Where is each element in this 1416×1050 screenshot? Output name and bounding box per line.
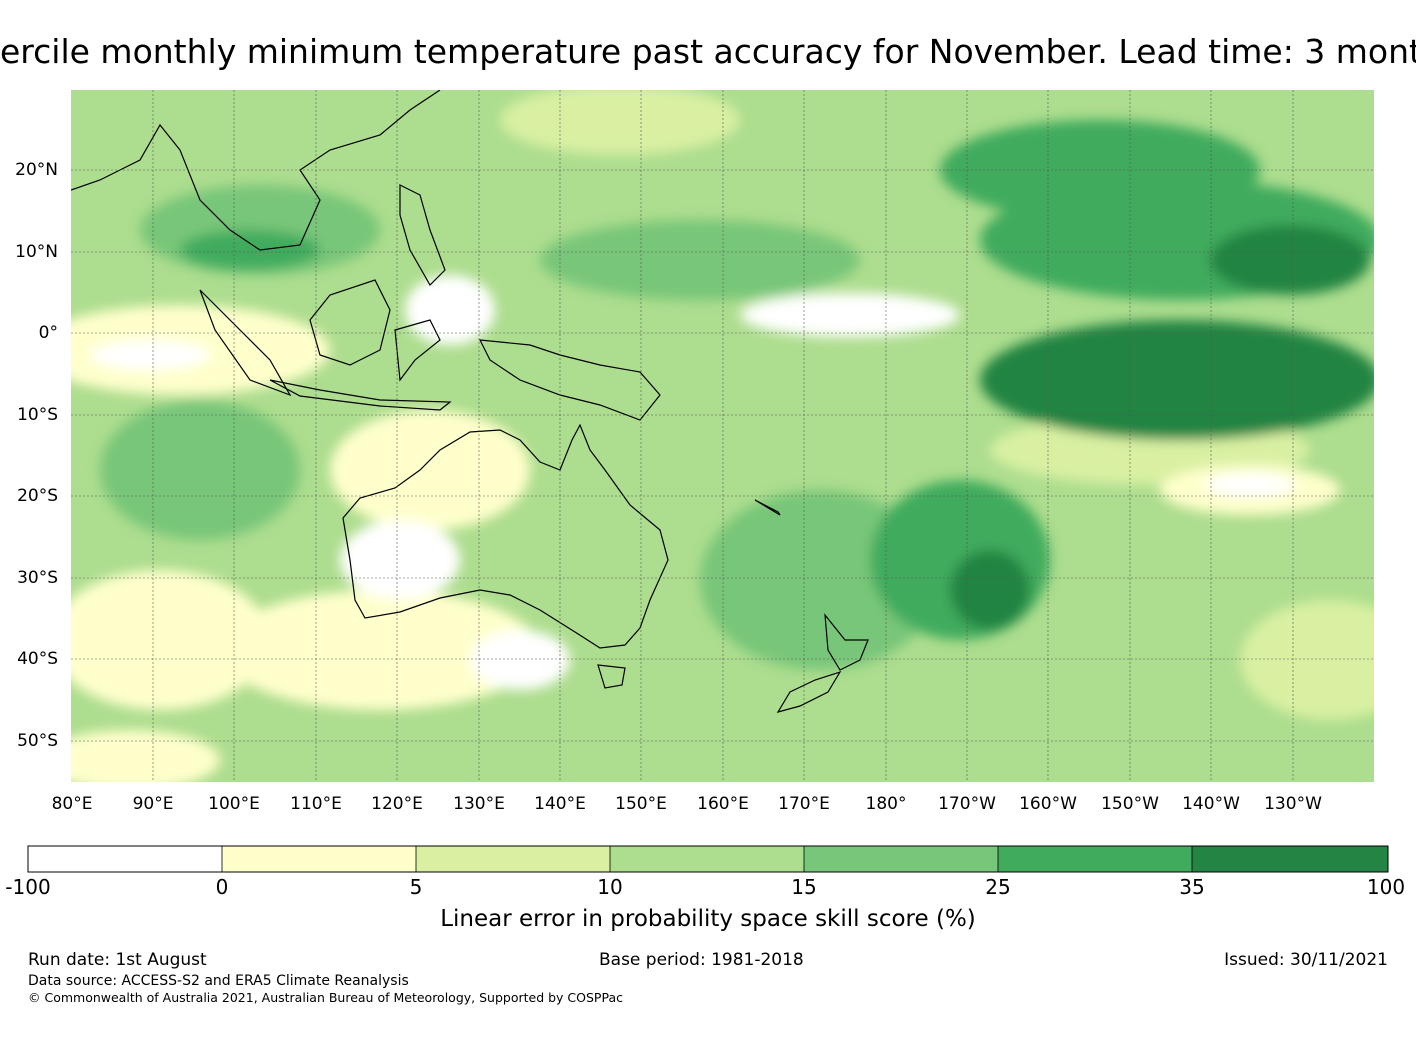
colorbar-tick-25: 25 bbox=[985, 875, 1011, 899]
java-coast bbox=[269, 379, 452, 411]
sumatra-coast bbox=[199, 289, 292, 397]
tasmania-coast bbox=[597, 664, 626, 689]
lon-label-150e: 150°E bbox=[615, 794, 667, 814]
colorbar-tick-10: 10 bbox=[597, 875, 623, 899]
lon-label-160w: 160°W bbox=[1019, 794, 1077, 814]
colorbar-bin-6 bbox=[998, 846, 1192, 872]
data-source: Data source: ACCESS-S2 and ERA5 Climate … bbox=[28, 973, 409, 989]
colorbar-bin-2 bbox=[222, 846, 416, 872]
lat-label-10n: 10°N bbox=[15, 242, 58, 262]
sulawesi-coast bbox=[394, 319, 441, 382]
colorbar-bin-1 bbox=[28, 846, 222, 872]
issued-date: Issued: 30/11/2021 bbox=[1224, 950, 1388, 970]
lon-label-90e: 90°E bbox=[132, 794, 174, 814]
coastlines bbox=[71, 90, 869, 713]
lon-label-100e: 100°E bbox=[208, 794, 260, 814]
colorbar-tick-15: 15 bbox=[791, 875, 817, 899]
colorbar-bin-3 bbox=[416, 846, 610, 872]
colorbar-bin-5 bbox=[804, 846, 998, 872]
colorbar-tick-5: 5 bbox=[409, 875, 423, 899]
lon-label-160e: 160°E bbox=[697, 794, 749, 814]
borneo-coast bbox=[309, 279, 391, 366]
colorbar-bin-7 bbox=[1192, 846, 1388, 872]
lat-label-20n: 20°N bbox=[15, 160, 58, 180]
colorbar-tick-100: 100 bbox=[1366, 875, 1406, 899]
australia-coast bbox=[342, 423, 669, 649]
colorbar-tick-0: 0 bbox=[215, 875, 229, 899]
lon-label-150w: 150°W bbox=[1101, 794, 1159, 814]
base-period: Base period: 1981-2018 bbox=[599, 950, 804, 970]
lat-label-10s: 10°S bbox=[17, 405, 58, 425]
copyright-notice: © Commonwealth of Australia 2021, Austra… bbox=[28, 990, 623, 1005]
map-area bbox=[71, 90, 1374, 782]
colorbar-tick-minus100: -100 bbox=[5, 875, 51, 899]
colorbar-label: Linear error in probability space skill … bbox=[440, 906, 976, 932]
run-date: Run date: 1st August bbox=[28, 950, 207, 970]
lon-label-170w: 170°W bbox=[938, 794, 996, 814]
lon-label-180: 180° bbox=[865, 794, 907, 814]
lon-label-170e: 170°E bbox=[778, 794, 830, 814]
map-title: ercile monthly minimum temperature past … bbox=[0, 32, 1416, 71]
lon-label-120e: 120°E bbox=[371, 794, 423, 814]
lat-label-20s: 20°S bbox=[17, 486, 58, 506]
philippines-coast bbox=[399, 184, 446, 286]
lon-label-110e: 110°E bbox=[290, 794, 342, 814]
new-guinea-coast bbox=[478, 339, 661, 421]
colorbar-tick-35: 35 bbox=[1179, 875, 1205, 899]
nz-north-island bbox=[824, 613, 869, 671]
lon-label-140e: 140°E bbox=[534, 794, 586, 814]
nz-south-island bbox=[776, 670, 842, 713]
lon-label-130e: 130°E bbox=[453, 794, 505, 814]
colorbar bbox=[27, 845, 1389, 873]
lat-label-50s: 50°S bbox=[17, 731, 58, 751]
lon-label-130w: 130°W bbox=[1264, 794, 1322, 814]
lon-label-140w: 140°W bbox=[1182, 794, 1240, 814]
lat-label-40s: 40°S bbox=[17, 649, 58, 669]
new-caledonia-coast bbox=[754, 499, 781, 516]
lon-label-80e: 80°E bbox=[51, 794, 93, 814]
graticule bbox=[71, 90, 1374, 782]
colorbar-bin-4 bbox=[610, 846, 804, 872]
asia-coast bbox=[71, 90, 441, 251]
lat-label-30s: 30°S bbox=[17, 568, 58, 588]
lat-label-0: 0° bbox=[38, 323, 58, 343]
skill-field bbox=[71, 90, 1374, 782]
